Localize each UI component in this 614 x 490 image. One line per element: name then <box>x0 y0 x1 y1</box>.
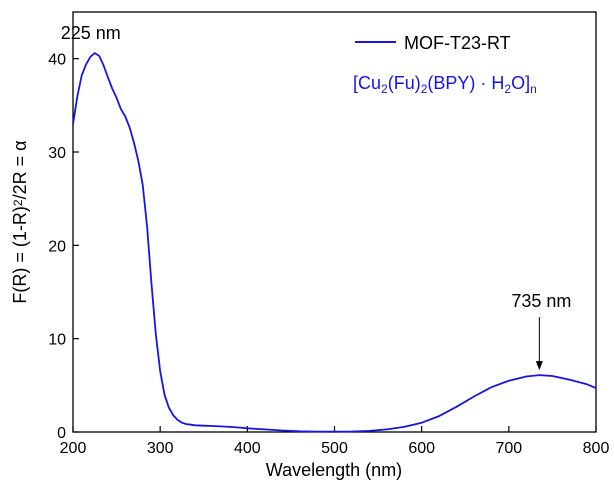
y-tick-label: 0 <box>57 425 66 442</box>
x-tick-label: 800 <box>583 440 610 457</box>
x-tick-label: 200 <box>60 440 87 457</box>
legend-formula: [Cu2(Fu)2(BPY) · H2O]n <box>353 73 537 96</box>
x-tick-label: 500 <box>321 440 348 457</box>
annotations: 225 nm 735 nm <box>61 23 571 371</box>
y-tick-label: 10 <box>48 332 66 349</box>
y-tick-label: 20 <box>48 238 66 255</box>
legend: MOF-T23-RT [Cu2(Fu)2(BPY) · H2O]n <box>353 33 537 96</box>
annotation-arrow-head <box>535 361 543 371</box>
x-tick-label: 600 <box>408 440 435 457</box>
annotation-label: 225 nm <box>61 23 121 43</box>
x-tick-label: 700 <box>495 440 522 457</box>
x-tick-label: 400 <box>234 440 261 457</box>
axis-ticks: 200 300 400 500 600 700 800 0 10 20 30 40 <box>48 52 609 457</box>
y-axis-label: F(R) = (1-R)2/2R = α <box>10 140 30 303</box>
x-axis-label: Wavelength (nm) <box>266 460 402 480</box>
legend-label: MOF-T23-RT <box>404 33 511 53</box>
y-tick-label: 30 <box>48 145 66 162</box>
series-line-mof-t23-rt <box>72 52 597 433</box>
x-tick-label: 300 <box>147 440 174 457</box>
annotation-label: 735 nm <box>511 291 571 311</box>
y-tick-label: 40 <box>48 52 66 69</box>
